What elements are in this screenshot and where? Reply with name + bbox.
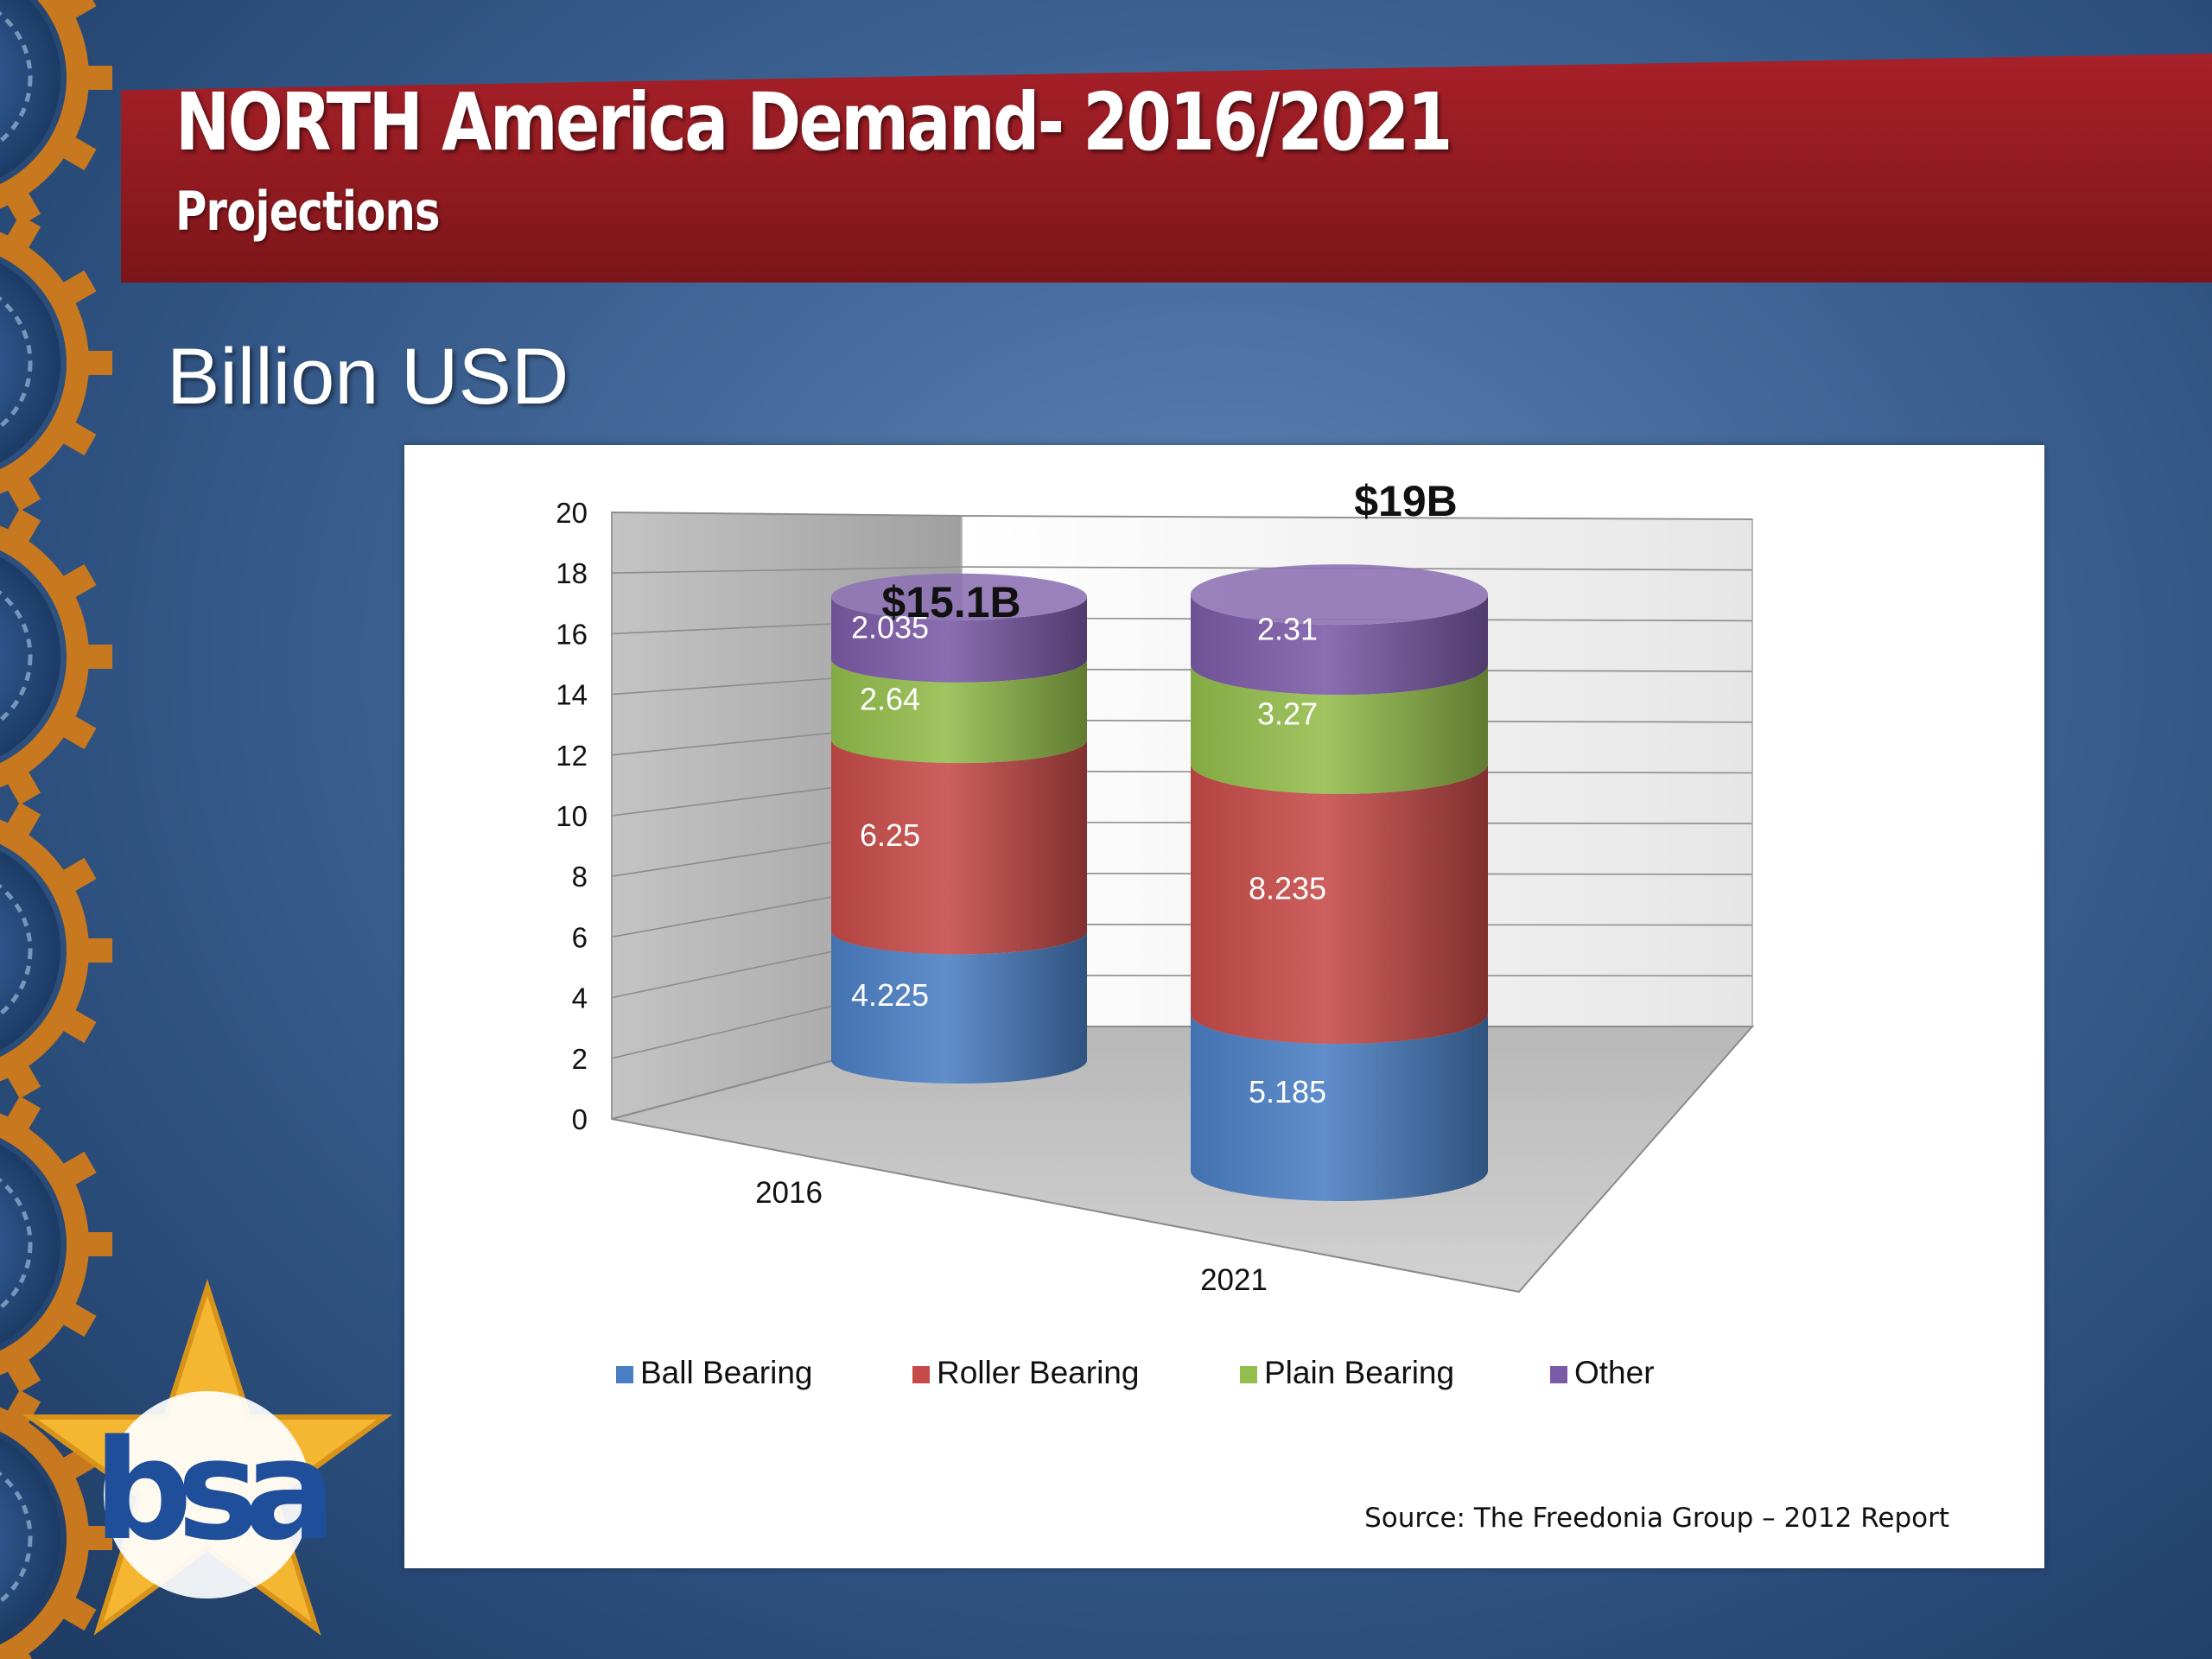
y-tick-label: 10 xyxy=(556,800,588,832)
legend-swatch xyxy=(1240,1366,1257,1383)
bar-segment-roller-bearing xyxy=(831,740,1087,955)
bar-segment-plain-bearing xyxy=(831,658,1087,764)
legend-item: Ball Bearing xyxy=(616,1355,813,1390)
legend-label: Roller Bearing xyxy=(937,1355,1139,1390)
data-label: 2.31 xyxy=(1257,612,1318,647)
bar-segment-top xyxy=(831,573,1087,620)
y-tick-label: 0 xyxy=(572,1103,588,1135)
data-label: 2.64 xyxy=(860,681,920,716)
legend-label: Plain Bearing xyxy=(1264,1355,1454,1390)
bar-segment-roller-bearing xyxy=(1191,763,1488,1045)
total-label: $19B xyxy=(1354,477,1458,525)
bsa-logo: bsa xyxy=(22,1279,393,1636)
legend-label: Ball Bearing xyxy=(640,1355,813,1390)
chart-panel: 4.225 6.25 2.64 2.035 $15.1B 5.185 8.235 3.27 2.… xyxy=(404,445,2044,1568)
gear-icon xyxy=(0,214,112,512)
legend-item: Roller Bearing xyxy=(912,1355,1139,1390)
legend-label: Other xyxy=(1574,1355,1655,1390)
gridline xyxy=(611,512,1753,520)
bar-segment-ball-bearing xyxy=(831,931,1087,1084)
gear-icon xyxy=(0,802,112,1099)
total-label: $15.1B xyxy=(881,578,1020,626)
logo-text: bsa xyxy=(93,1409,327,1571)
bar-segment-other xyxy=(831,596,1087,683)
bar-segment-ball-bearing xyxy=(1191,1014,1488,1201)
gridline xyxy=(611,566,1753,574)
source-note: Source: The Freedonia Group – 2012 Repor… xyxy=(1364,1503,1949,1534)
gear-icon xyxy=(0,1096,112,1393)
data-label: 6.25 xyxy=(860,817,920,853)
stacked-cylinder-chart: 4.225 6.25 2.64 2.035$15.1B 5.185 8.235 3.27 2.… xyxy=(556,477,1755,1390)
legend-item: Plain Bearing xyxy=(1240,1355,1454,1390)
y-tick-label: 12 xyxy=(556,740,588,772)
y-tick-label: 18 xyxy=(556,557,588,589)
cylinder-2021: 5.185 8.235 3.27 2.31 $19B xyxy=(1191,477,1488,1201)
legend-swatch xyxy=(1550,1366,1567,1383)
y-tick-label: 2 xyxy=(572,1043,588,1075)
data-label: 5.185 xyxy=(1249,1074,1326,1109)
bar-segment-plain-bearing xyxy=(1191,664,1488,794)
data-label: 2.035 xyxy=(851,610,929,645)
legend-item: Other xyxy=(1550,1355,1655,1390)
bar-segment-other xyxy=(1191,594,1488,696)
y-tick-label: 8 xyxy=(572,861,588,893)
y-tick-label: 16 xyxy=(556,618,588,650)
gear-icon xyxy=(0,1389,112,1659)
legend-swatch xyxy=(616,1366,633,1383)
y-tick-label: 20 xyxy=(556,497,588,529)
y-tick-label: 14 xyxy=(556,679,588,711)
gear-decoration xyxy=(0,0,112,1659)
y-tick-label: 6 xyxy=(572,921,588,953)
gear-icon xyxy=(0,0,112,226)
bar-segment-top xyxy=(1191,564,1488,626)
slide-title: NORTH America Demand- 2016/2021 xyxy=(175,76,1452,168)
data-label: 8.235 xyxy=(1249,870,1326,906)
x-category-label: 2016 xyxy=(755,1176,823,1210)
gear-icon xyxy=(0,508,112,805)
unit-heading: Billion USD xyxy=(167,333,569,421)
data-label: 4.225 xyxy=(851,977,929,1013)
slide-subtitle: Projections xyxy=(175,180,441,243)
cylinder-2016: 4.225 6.25 2.64 2.035$15.1B xyxy=(831,573,1087,1084)
data-label: 3.27 xyxy=(1257,696,1318,732)
legend-swatch xyxy=(912,1366,930,1383)
y-tick-label: 4 xyxy=(572,982,588,1014)
title-banner xyxy=(121,54,2212,283)
x-category-label: 2021 xyxy=(1200,1263,1268,1297)
